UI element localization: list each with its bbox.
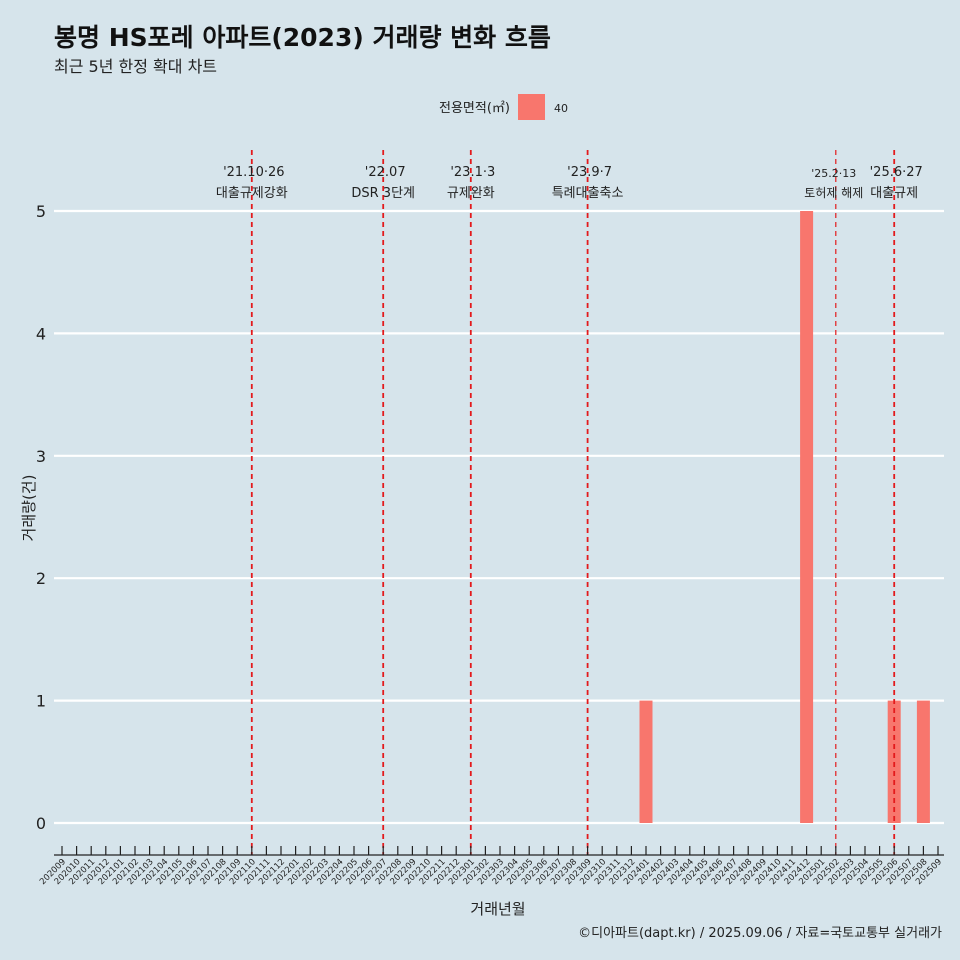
y-tick-label: 2 bbox=[36, 569, 46, 588]
y-tick-label: 4 bbox=[36, 324, 46, 343]
annotation-date: '25.6·27 bbox=[870, 165, 923, 180]
bar bbox=[639, 700, 653, 823]
annotation-label: 규제완화 bbox=[447, 186, 495, 201]
annotation-label: 토허제 해제 bbox=[804, 186, 863, 200]
bar bbox=[887, 700, 901, 823]
y-tick-label: 3 bbox=[36, 447, 46, 466]
annotation-label: 특례대출축소 bbox=[552, 186, 624, 201]
annotation-label: DSR 3단계 bbox=[351, 186, 415, 201]
chart-caption: ©디아파트(dapt.kr) / 2025.09.06 / 자료=국토교통부 실… bbox=[578, 926, 942, 941]
x-axis-label: 거래년월 bbox=[470, 900, 525, 918]
grid-layer bbox=[54, 209, 944, 825]
legend-label-40: 40 bbox=[554, 102, 568, 115]
annotation-layer: '21.10·26 대출규제강화 '22.07 DSR 3단계 '23.1·3 규제완화 '… bbox=[216, 150, 923, 855]
bar bbox=[916, 700, 930, 823]
bar-layer bbox=[639, 211, 930, 823]
annotation-date: '23.1·3 bbox=[450, 165, 495, 180]
y-tick-label: 5 bbox=[36, 202, 46, 221]
annotation-date: '22.07 bbox=[365, 165, 406, 180]
y-tick-label: 0 bbox=[36, 814, 46, 833]
annotation-date: '25.2·13 bbox=[811, 167, 856, 180]
legend-swatch-40 bbox=[518, 94, 545, 120]
annotation-label: 대출규제 bbox=[870, 186, 918, 201]
chart-subtitle: 최근 5년 한정 확대 차트 bbox=[54, 57, 218, 76]
annotation-date: '21.10·26 bbox=[223, 165, 284, 180]
bar bbox=[800, 211, 814, 823]
chart-title: 봉명 HS포레 아파트(2023) 거래량 변화 흐름 bbox=[54, 23, 551, 52]
annotation-date: '23.9·7 bbox=[567, 165, 612, 180]
annotation-label: 대출규제강화 bbox=[216, 186, 288, 201]
legend-title: 전용면적(㎡) bbox=[439, 101, 510, 116]
legend: 전용면적(㎡) 40 bbox=[439, 94, 568, 120]
y-axis-label: 거래량(건) bbox=[20, 475, 38, 542]
y-tick-label: 1 bbox=[36, 692, 46, 711]
